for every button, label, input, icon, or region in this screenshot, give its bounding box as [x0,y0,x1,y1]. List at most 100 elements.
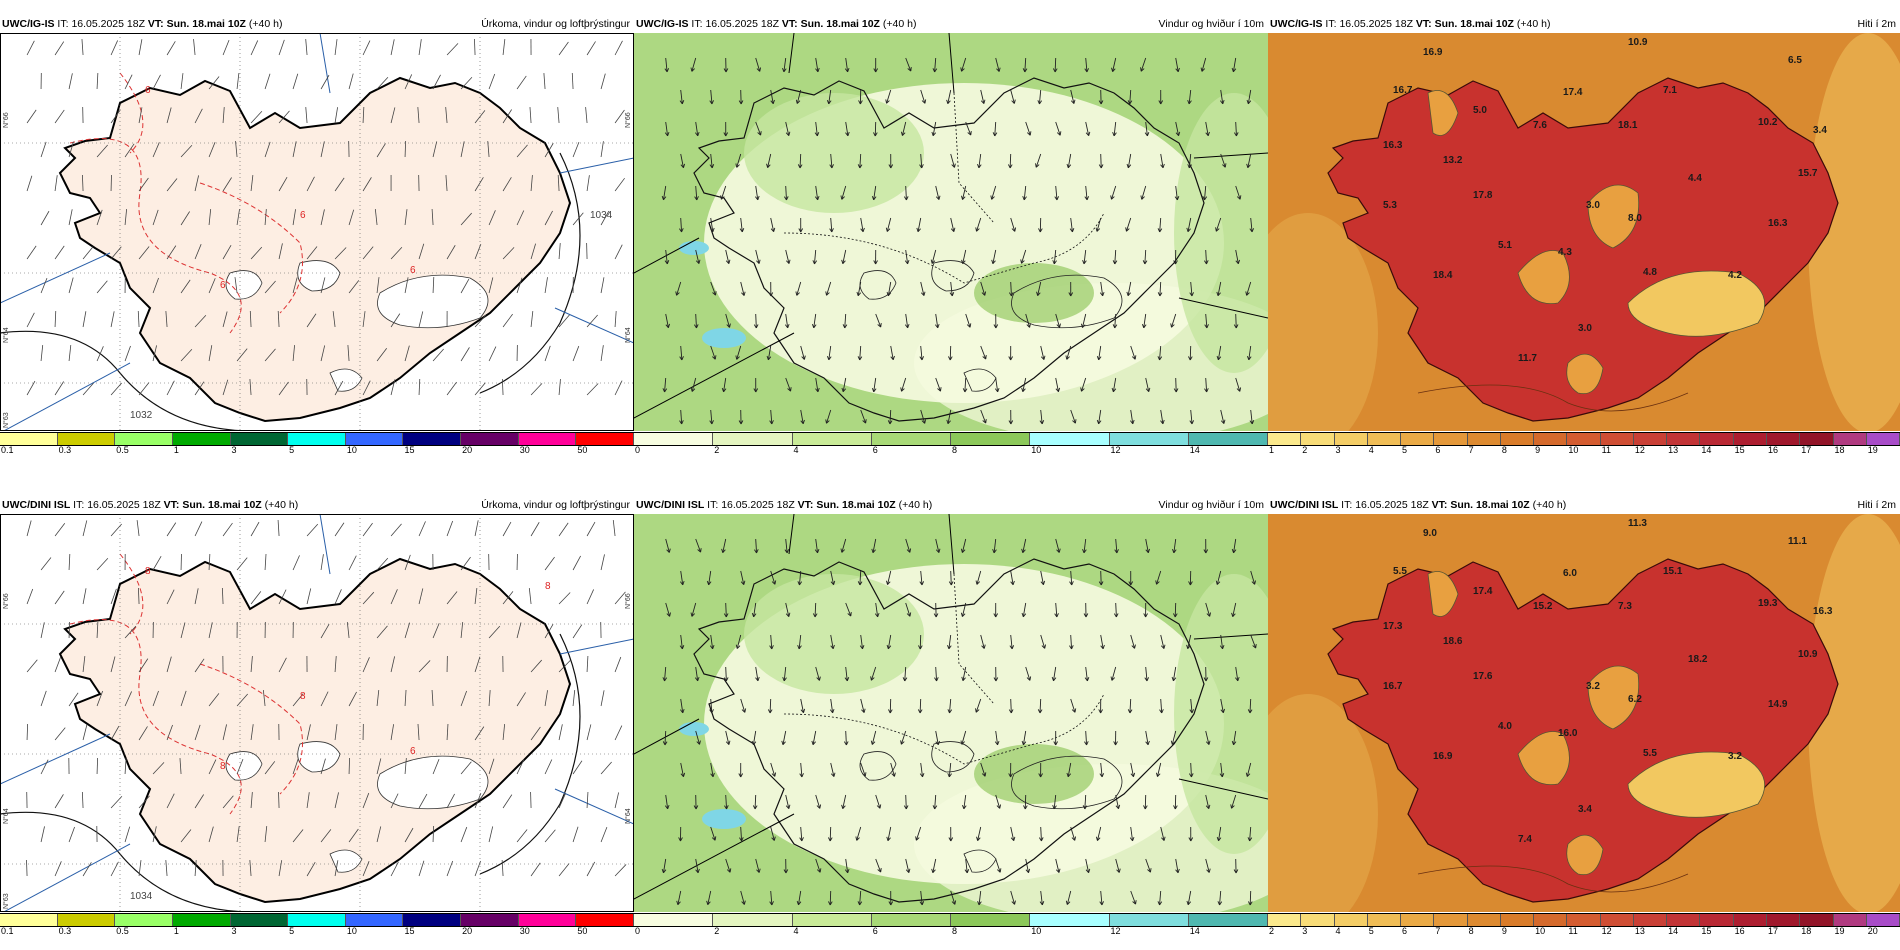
model-name: UWC/IG-IS [1270,18,1323,30]
wind-barb [82,246,94,260]
wind-arrow [887,409,893,425]
wind-arrow [1189,698,1195,714]
wind-arrow [1130,634,1136,649]
wind-barb [54,727,66,741]
wind-arrow [1112,249,1118,265]
wind-arrow [933,602,939,618]
legend-tick-label: 20 [462,926,473,936]
wind-barb [544,829,556,843]
wind-barb [278,657,287,673]
wind-barb [82,174,84,192]
map-area [634,33,1268,431]
wind-arrow [800,698,806,714]
wind-barb [194,175,200,192]
wind-arrow [993,602,999,618]
wind-arrow [917,698,923,714]
wind-barb [306,724,311,741]
wind-barb [305,107,308,124]
lake [679,722,709,736]
legend-swatch [1833,433,1867,445]
wind-arrow [1127,89,1133,105]
map-area: 1034 8 8 8 6 8 N°66 N°66 N°64 N°64 N°63 [0,514,634,912]
legend-tick-label: 12 [1634,445,1645,455]
wind-barb [544,690,548,707]
legend-swatch [792,914,872,926]
wind-barb [68,277,74,294]
wind-arrow [795,89,802,104]
cool-area [1566,353,1604,395]
legend-swatch [1733,433,1767,445]
wind-arrow [812,602,818,618]
legend-tick-label: 12 [1601,926,1612,936]
wind-arrow [935,730,940,746]
wind-arrow [1035,153,1042,168]
wind-arrow [1203,538,1209,554]
pressure-label: 1034 [130,891,153,902]
wind-arrow [1157,345,1163,361]
legend-colorbar [0,913,635,927]
legend-swatch [172,914,231,926]
init-time: 16.05.2025 18Z [71,18,145,30]
wind-barb [404,690,407,707]
wind-barb [180,279,191,294]
wind-barb [418,860,425,877]
wind-arrow [935,377,942,392]
wind-arrow [695,249,701,264]
wind-arrow [769,890,774,906]
wind-barb [96,73,99,90]
cool-area [1517,250,1570,305]
wind-arrow [1143,794,1148,810]
wind-barb [110,523,122,537]
wind-barb [558,314,570,328]
wind-arrow [800,345,806,360]
wind-arrow [1145,858,1152,873]
wind-arrow [860,762,867,777]
wind-barb [530,383,543,396]
wind-barb [124,691,132,707]
latitude-label: N°64 [624,808,632,824]
legend-tick-label: 18 [1801,926,1812,936]
wind-barb [40,759,49,775]
temp-value-label: 10.9 [1628,37,1648,48]
wind-barb [487,141,490,158]
wind-barb [124,625,137,639]
domain-line [2,362,131,431]
wind-barb [418,521,426,537]
legend-tick-label: 19 [1834,926,1845,936]
legend-tick-label: 5 [289,926,295,936]
wind-barb [68,621,70,639]
wind-barb [572,345,580,362]
panel-header: UWC/IG-IS IT: 16.05.2025 18Z VT: Sun. 18… [0,15,634,33]
wind-barb [544,556,555,571]
wind-arrow [1202,185,1208,201]
legend-colorbar [634,913,1268,927]
wind-barb [152,209,159,226]
wind-arrow [960,602,967,617]
wind-barb [208,693,220,707]
wind-arrow [1025,666,1032,681]
wind-barb [418,660,431,673]
wind-barb [376,277,380,294]
legend-swatch [1301,914,1335,926]
temp-value-label: 4.4 [1688,173,1702,184]
wind-barb [54,175,58,192]
temp-value-label: 17.3 [1383,621,1403,632]
model-name: UWC/IG-IS [2,18,55,30]
wind-barb [264,554,267,571]
wind-arrow [770,826,776,841]
temp-value-label: 5.5 [1393,566,1407,577]
temp-value-label: 5.0 [1473,105,1487,116]
wind-arrow [1095,217,1102,232]
wind-arrow [830,634,835,650]
wind-arrow [785,249,791,264]
wind-barb [110,109,121,124]
map-area: 11.3 9.0 11.1 5.5 17.4 6.0 15.1 15.2 7.3 19.3 16.3… [1268,514,1900,912]
wind-arrow [842,313,848,329]
legend-tick-label: 3 [1302,926,1308,936]
region-boundary [953,573,995,705]
wind-barb [138,39,143,56]
wind-barb [586,656,589,673]
domain-line [788,514,795,555]
legend-swatch [0,914,58,926]
wind-arrow [930,249,937,264]
